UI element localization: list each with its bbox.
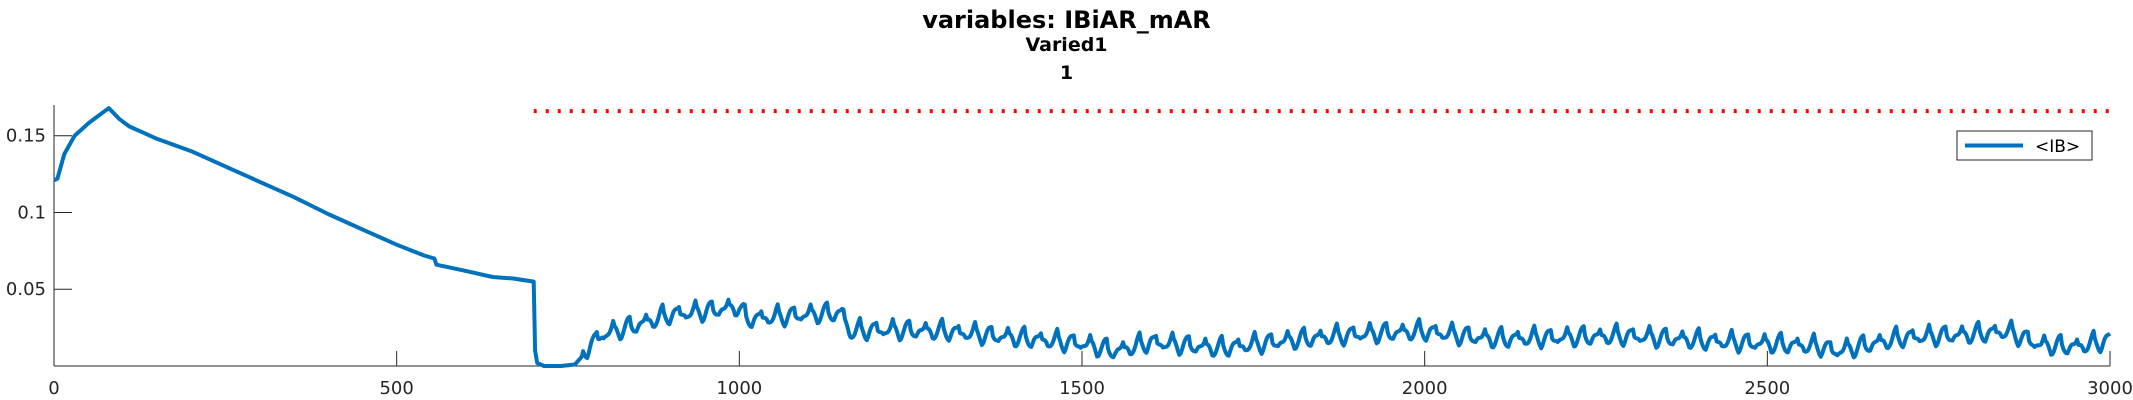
y-tick-label: 0.05: [6, 279, 46, 300]
y-tick-label: 0.1: [17, 202, 46, 223]
chart-subtitle-2: 1: [1059, 62, 1074, 84]
y-tick-label: 0.15: [6, 126, 46, 147]
x-tick-label: 0: [48, 378, 59, 399]
x-tick-label: 1500: [1059, 378, 1105, 399]
x-tick-label: 500: [379, 378, 413, 399]
x-tick-label: 1000: [716, 378, 762, 399]
x-tick-label: 2500: [1744, 378, 1790, 399]
x-tick-label: 3000: [2087, 378, 2133, 399]
legend-label-ib: <IB>: [2035, 137, 2080, 157]
chart-title: variables: IBiAR_mAR: [922, 6, 1211, 34]
axes: 0 500 1000 1500 2000 2500 3000 0.05 0.1 0.15: [6, 105, 2133, 399]
legend: <IB>: [1956, 130, 2093, 161]
x-tick-label: 2000: [1402, 378, 1448, 399]
series-line-ib: [53, 106, 2112, 368]
chart-subtitle-1: Varied1: [1025, 34, 1108, 56]
